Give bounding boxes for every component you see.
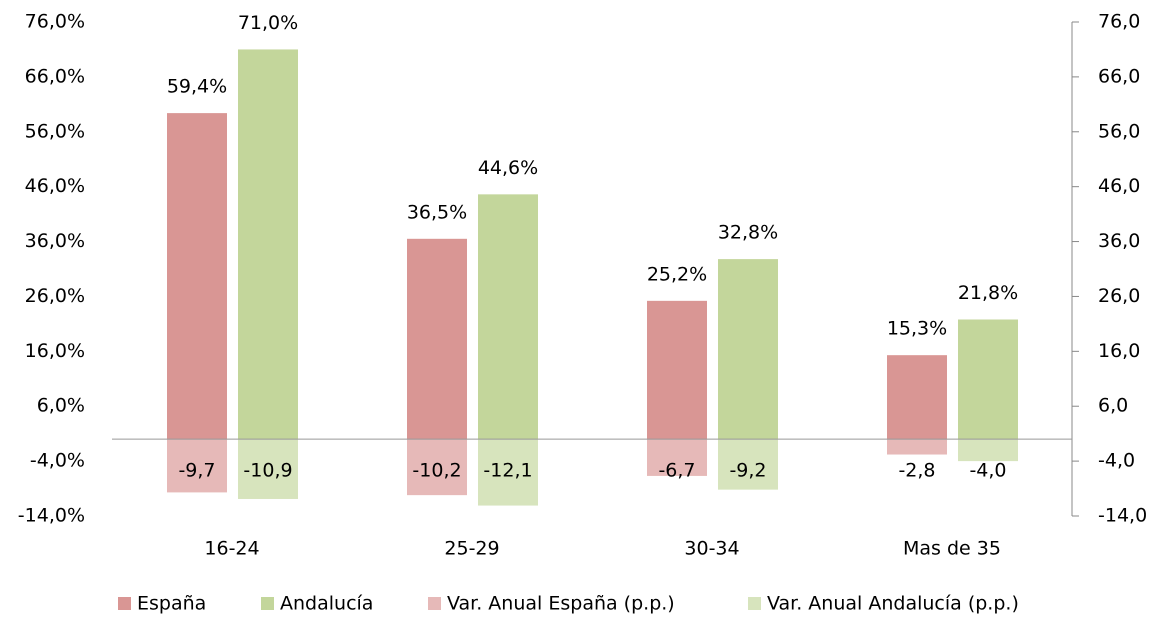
x-tick-label: 25-29: [444, 538, 499, 560]
value-label: -9,7: [178, 460, 215, 482]
value-label: -12,1: [483, 460, 532, 482]
bar: [958, 439, 1018, 462]
legend-swatch: [428, 597, 441, 610]
bar: [238, 49, 298, 440]
bar: [407, 238, 467, 440]
value-label: 15,3%: [887, 318, 947, 340]
bar: [887, 439, 947, 455]
legend-label: Andalucía: [280, 593, 373, 615]
y-tick-label: 76,0%: [25, 11, 85, 33]
y2-tick-label: 56,0: [1098, 120, 1140, 142]
legend-swatch: [118, 597, 131, 610]
y2-tick-label: 46,0: [1098, 175, 1140, 197]
x-tick-label: Mas de 35: [903, 538, 1001, 560]
y-tick-label: 56,0%: [25, 120, 85, 142]
value-label: 71,0%: [238, 12, 298, 34]
value-label: 21,8%: [958, 282, 1018, 304]
legend-label: Var. Anual Andalucía (p.p.): [767, 593, 1019, 615]
value-label: -10,2: [412, 460, 461, 482]
y-tick-label: 16,0%: [25, 340, 85, 362]
legend-swatch: [261, 597, 274, 610]
y-tick-label: -4,0%: [30, 450, 85, 472]
bar: [718, 259, 778, 440]
y2-tick-label: -14,0: [1098, 505, 1147, 527]
y-tick-label: 66,0%: [25, 65, 85, 87]
bar: [647, 439, 707, 476]
value-label: 44,6%: [478, 157, 538, 179]
bar: [478, 439, 538, 506]
y-tick-label: 46,0%: [25, 175, 85, 197]
bar: [167, 113, 227, 440]
y2-tick-label: 66,0: [1098, 65, 1140, 87]
x-tick-label: 30-34: [684, 538, 739, 560]
value-label: -9,2: [729, 460, 766, 482]
bar: [478, 194, 538, 440]
legend-label: España: [137, 593, 206, 615]
y-tick-label: 6,0%: [37, 395, 85, 417]
y-tick-label: -14,0%: [18, 505, 85, 527]
y2-tick-label: 16,0: [1098, 340, 1140, 362]
y2-tick-label: 36,0: [1098, 230, 1140, 252]
y2-tick-label: 6,0: [1098, 395, 1128, 417]
y2-tick-label: 26,0: [1098, 285, 1140, 307]
bar: [718, 439, 778, 490]
legend-label: Var. Anual España (p.p.): [447, 593, 675, 615]
bar: [887, 355, 947, 440]
x-tick-label: 16-24: [204, 538, 259, 560]
value-label: 36,5%: [407, 201, 467, 223]
value-label: -4,0: [969, 460, 1006, 482]
value-label: 59,4%: [167, 76, 227, 98]
y-tick-label: 26,0%: [25, 285, 85, 307]
legend-swatch: [748, 597, 761, 610]
value-label: 32,8%: [718, 222, 778, 244]
value-label: -2,8: [898, 460, 935, 482]
bar: [647, 300, 707, 440]
bar: [407, 439, 467, 496]
bar: [167, 439, 227, 493]
y-tick-label: 36,0%: [25, 230, 85, 252]
bar: [238, 439, 298, 499]
value-label: 25,2%: [647, 263, 707, 285]
value-label: -10,9: [243, 460, 292, 482]
y2-tick-label: 76,0: [1098, 11, 1140, 33]
bar: [958, 319, 1018, 440]
y2-tick-label: -4,0: [1098, 450, 1135, 472]
value-label: -6,7: [658, 460, 695, 482]
